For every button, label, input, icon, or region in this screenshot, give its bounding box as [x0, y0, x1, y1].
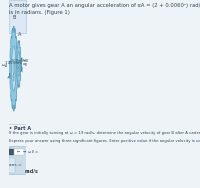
Bar [13, 75, 14, 77]
Bar [18, 68, 19, 72]
Text: 175 mm: 175 mm [5, 61, 22, 65]
Circle shape [18, 59, 19, 68]
FancyBboxPatch shape [9, 0, 26, 33]
Text: • Part A: • Part A [9, 126, 31, 131]
FancyBboxPatch shape [10, 149, 11, 155]
Text: A motor gives gear A an angular acceleration of αA = (2 + 0.0060²) rad/s², where: A motor gives gear A an angular accelera… [9, 3, 200, 15]
FancyBboxPatch shape [13, 149, 14, 155]
Text: A: A [18, 32, 21, 37]
Polygon shape [17, 40, 21, 87]
Text: rad/s: rad/s [25, 168, 38, 173]
FancyBboxPatch shape [12, 149, 13, 155]
Text: $\leftarrow$ $\rightarrow$ $\omega_B$ =: $\leftarrow$ $\rightarrow$ $\omega_B$ = [16, 149, 39, 156]
FancyBboxPatch shape [14, 149, 24, 155]
Circle shape [12, 46, 16, 91]
FancyBboxPatch shape [9, 158, 15, 173]
Text: B: B [13, 15, 16, 20]
Text: $\omega_A$: $\omega_A$ [1, 62, 9, 70]
FancyBboxPatch shape [9, 149, 10, 155]
Circle shape [18, 52, 20, 76]
FancyBboxPatch shape [11, 149, 12, 155]
Text: $\omega_B$: $\omega_B$ [22, 58, 29, 65]
Text: $\alpha_B$: $\alpha_B$ [22, 62, 28, 69]
Text: If the gear is initially turning at ω = 19 rad/s, determine the angular velocity: If the gear is initially turning at ω = … [9, 131, 200, 135]
Text: 100 mm: 100 mm [11, 58, 26, 63]
Text: Express your answer using three significant figures. Enter positive value if the: Express your answer using three signific… [9, 139, 200, 143]
Text: ans =: ans = [9, 163, 22, 168]
FancyBboxPatch shape [9, 146, 26, 174]
Bar [13, 76, 14, 81]
Polygon shape [10, 26, 18, 111]
Circle shape [13, 61, 14, 76]
